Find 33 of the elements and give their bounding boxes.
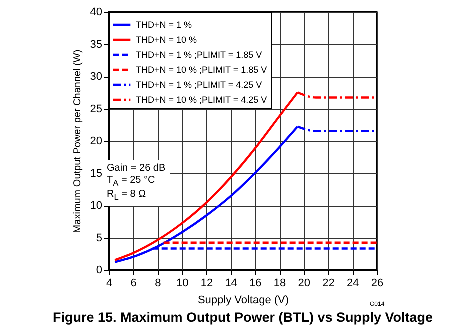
y-tick-label: 30 <box>90 71 102 83</box>
x-tick-label: 14 <box>225 278 238 290</box>
y-tick-label: 20 <box>90 136 102 148</box>
annotation: T$_{A}$ = 25 °C <box>107 175 156 188</box>
legend-label: THD+N = 1 % ;PLIMIT = 4.25 V <box>136 80 262 90</box>
y-tick-label: 0 <box>96 264 102 276</box>
y-tick-label: 10 <box>90 200 102 212</box>
x-axis-title: Supply Voltage (V) <box>198 294 290 306</box>
x-tick-label: 4 <box>106 278 113 290</box>
legend-label: THD+N = 10 % ;PLIMIT = 4.25 V <box>136 95 268 105</box>
x-tick-label: 20 <box>298 278 311 290</box>
x-tick-label: 24 <box>347 278 360 290</box>
x-tick-label: 22 <box>322 278 335 290</box>
y-axis-title: Maximum Output Power per Channel (W) <box>72 50 84 234</box>
y-tick-label: 5 <box>96 232 102 244</box>
annotation: Gain = 26 dB <box>107 163 166 174</box>
x-tick-label: 26 <box>371 278 384 290</box>
annotation: R$_{L}$ = 8 Ω <box>107 189 146 202</box>
legend-label: THD+N = 10 % <box>136 35 198 45</box>
legend-label: THD+N = 10 % ;PLIMIT = 1.85 V <box>136 65 268 75</box>
x-tick-label: 12 <box>200 278 214 290</box>
legend-label: THD+N = 1 % ;PLIMIT = 1.85 V <box>136 50 262 60</box>
y-tick-label: 40 <box>90 6 102 18</box>
text: Figure 15. Maximum Output Power (BTL) vs Supply Voltage <box>52 310 434 325</box>
y-tick-label: 15 <box>90 168 102 180</box>
x-tick-label: 8 <box>155 278 162 290</box>
x-tick-label: 16 <box>250 278 262 290</box>
x-tick-label: 10 <box>176 278 189 290</box>
x-tick-label: 18 <box>274 278 286 290</box>
x-tick-label: 6 <box>130 278 137 290</box>
y-tick-label: 35 <box>90 38 102 51</box>
legend-label: THD+N = 1 % <box>136 20 192 30</box>
y-tick-label: 25 <box>90 103 102 116</box>
